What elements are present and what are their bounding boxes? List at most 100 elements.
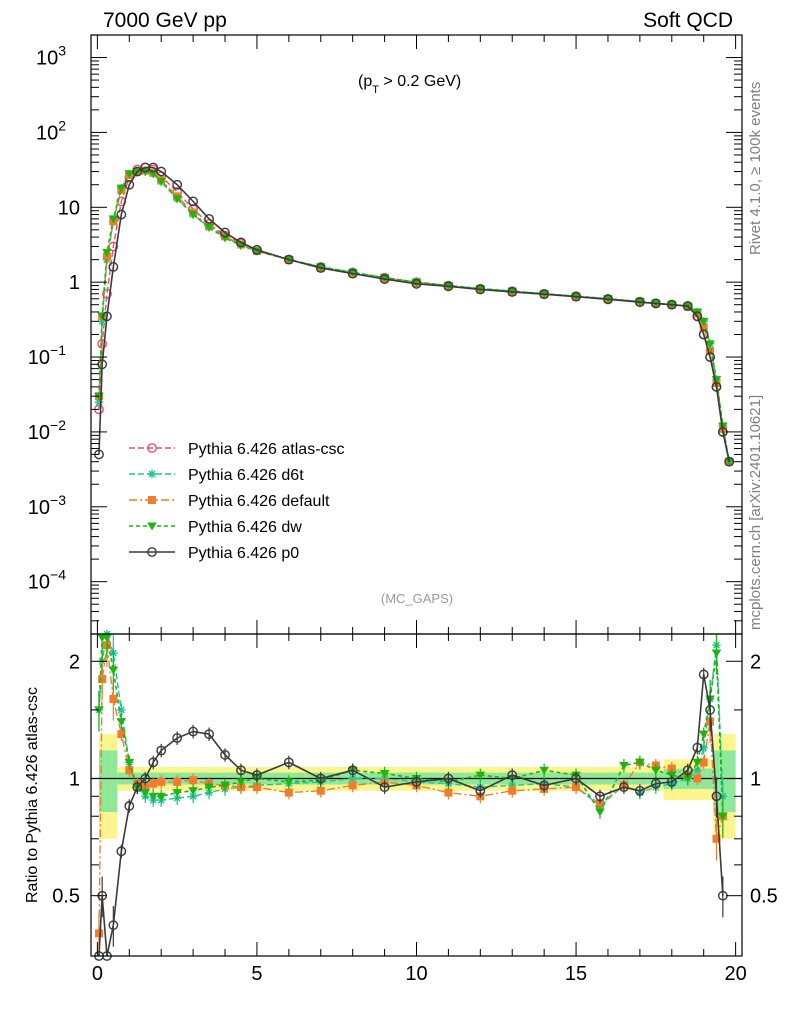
data-point — [132, 166, 143, 177]
ratio-point — [711, 791, 722, 802]
y-tick-base: 10 — [28, 497, 50, 519]
ratio-point — [315, 773, 326, 784]
data-point — [724, 456, 735, 467]
ratio-point — [156, 745, 167, 756]
ratio-point — [699, 743, 708, 752]
ratio-point — [682, 765, 693, 776]
legend-marker — [148, 496, 156, 504]
ratio-point — [651, 766, 661, 775]
data-point — [204, 223, 214, 232]
ratio-point — [140, 773, 151, 784]
data-point — [711, 381, 722, 392]
data-point — [236, 237, 246, 248]
ratio-point — [124, 758, 135, 767]
ratio-point — [692, 742, 703, 753]
ratio-point — [94, 929, 103, 938]
ratio-point — [699, 758, 708, 767]
ratio-point — [693, 774, 702, 783]
data-point — [97, 338, 108, 349]
ratio-point — [348, 781, 357, 790]
data-point — [315, 263, 326, 273]
ratio-series-pythia-6-426-default — [94, 634, 727, 956]
data-point — [102, 311, 112, 322]
y-tick-base: 1 — [69, 272, 80, 294]
ratio-point — [108, 920, 119, 931]
ratio-point — [379, 769, 390, 778]
data-point — [475, 284, 486, 295]
ratio-point — [172, 789, 182, 798]
y-tick-base: 10 — [28, 572, 50, 594]
data-point — [148, 162, 159, 173]
header-left: 7000 GeV pp — [103, 9, 227, 32]
ratio-point — [539, 780, 550, 791]
y-tick-base: 10 — [28, 422, 50, 444]
ratio-point — [252, 783, 261, 792]
y-tick-label-right: 0.5 — [750, 886, 778, 908]
y-tick-label: 10−2 — [28, 417, 66, 444]
ratio-point — [666, 776, 677, 787]
ratio-point — [634, 785, 645, 796]
ratio-line — [98, 674, 724, 957]
series-pythia-6-426-dw — [94, 168, 735, 467]
y-tick-label-right: 1 — [750, 768, 761, 790]
legend-entry: Pythia 6.426 atlas-csc — [129, 441, 345, 458]
ratio-point — [117, 705, 126, 715]
legend-marker — [147, 522, 157, 531]
data-point — [148, 170, 159, 179]
ratio-point — [157, 777, 166, 786]
ratio-point — [595, 791, 605, 802]
data-point — [94, 397, 104, 407]
y-tick-label: 1 — [69, 272, 80, 294]
ratio-y-axis-label: Ratio to Pythia 6.426 atlas-csc — [24, 687, 41, 903]
data-point — [507, 287, 518, 297]
x-tick-label: 20 — [724, 963, 746, 985]
ratio-point — [116, 718, 127, 727]
band-green — [110, 750, 118, 813]
ratio-point — [682, 774, 693, 783]
data-point — [97, 317, 107, 326]
ratio-point — [539, 766, 549, 775]
y-tick-label: 102 — [36, 117, 66, 144]
ratio-point — [283, 757, 294, 768]
data-point — [156, 166, 167, 177]
ratio-point — [148, 792, 159, 801]
data-point — [188, 196, 199, 207]
ratio-point — [347, 765, 358, 776]
data-point — [188, 211, 198, 220]
ratio-point — [252, 770, 262, 781]
data-point — [347, 268, 358, 279]
data-point — [124, 179, 135, 190]
pt-cut-annotation: (pT > 0.2 GeV) — [358, 73, 461, 96]
main-plot-area — [94, 162, 735, 467]
data-point — [692, 311, 703, 322]
data-point — [156, 178, 167, 187]
header-right: Soft QCD — [643, 9, 733, 32]
data-point — [102, 288, 112, 299]
legend-entry: Pythia 6.426 default — [129, 493, 330, 510]
ratio-point — [124, 801, 135, 811]
band-green — [98, 750, 101, 813]
mcplots-label: mcplots.cern.ch [arXiv:2401.10621] — [747, 395, 764, 630]
y-tick-base: 10 — [58, 197, 80, 219]
data-point — [705, 340, 715, 349]
ratio-point — [188, 726, 199, 737]
ratio-point — [711, 649, 722, 658]
series-pythia-6-426-p0 — [94, 162, 735, 467]
ratio-series-pythia-6-426-p0 — [94, 667, 728, 961]
ratio-plot-area — [91, 629, 742, 961]
y-tick-label: 10 — [58, 197, 80, 219]
legend: Pythia 6.426 atlas-csc Pythia 6.426 d6t Py… — [129, 441, 345, 562]
data-point — [539, 289, 550, 300]
data-point — [108, 215, 119, 224]
ratio-point — [220, 781, 230, 790]
ratio-point — [220, 749, 230, 760]
y-tick-exp: −4 — [50, 567, 66, 583]
data-point — [698, 317, 709, 326]
ratio-point — [132, 782, 143, 793]
ratio-point — [508, 786, 517, 795]
legend-label: Pythia 6.426 dw — [188, 519, 302, 536]
ratio-point — [475, 771, 486, 780]
ratio-point — [705, 705, 715, 715]
